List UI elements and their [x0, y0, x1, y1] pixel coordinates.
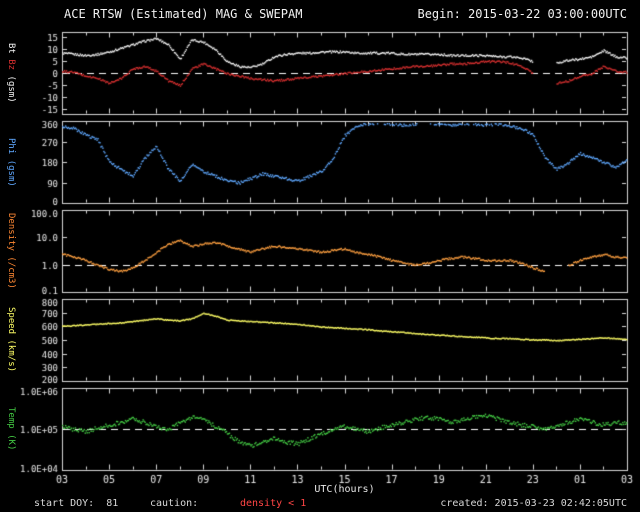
- y-axis-label-text: Density: [6, 213, 16, 251]
- start-doy-label: start DOY: 81: [34, 498, 119, 509]
- y-axis-label-density: Density (/cm3): [3, 210, 18, 292]
- y-axis-label-text: (K): [6, 434, 16, 451]
- y-axis-label-text: (/cm3): [6, 256, 16, 289]
- caution-label: caution:: [150, 498, 199, 509]
- header: ACE RTSW (Estimated) MAG & SWEPAM Begin:…: [0, 0, 640, 24]
- y-axis-label-text: Bt: [6, 43, 16, 55]
- x-axis-label: UTC(hours): [314, 484, 375, 495]
- caution-value: density < 1: [240, 498, 307, 509]
- y-axis-label-mag: Bt Bz (gsm): [3, 32, 18, 114]
- plot-title: ACE RTSW (Estimated) MAG & SWEPAM: [64, 7, 303, 21]
- created-timestamp: created: 2015-03-23 02:42:05UTC: [440, 498, 627, 509]
- plot-canvas: [0, 24, 640, 492]
- y-axis-label-text: Phi: [6, 137, 16, 154]
- y-axis-label-text: (gsm): [6, 159, 16, 187]
- y-axis-label-temp: Temp (K): [3, 388, 18, 470]
- y-axis-label-text: (km/s): [6, 340, 16, 373]
- y-axis-label-speed: Speed (km/s): [3, 299, 18, 381]
- begin-timestamp: Begin: 2015-03-22 03:00:00UTC: [417, 7, 627, 21]
- y-axis-label-text: Bz: [6, 59, 16, 71]
- y-axis-label-text: Speed: [6, 307, 16, 335]
- y-axis-label-text: Temp: [6, 407, 16, 429]
- y-axis-label-text: (gsm): [6, 75, 16, 103]
- y-axis-label-phi: Phi (gsm): [3, 121, 18, 203]
- footer: start DOY: 81 caution: density < 1 creat…: [0, 498, 640, 512]
